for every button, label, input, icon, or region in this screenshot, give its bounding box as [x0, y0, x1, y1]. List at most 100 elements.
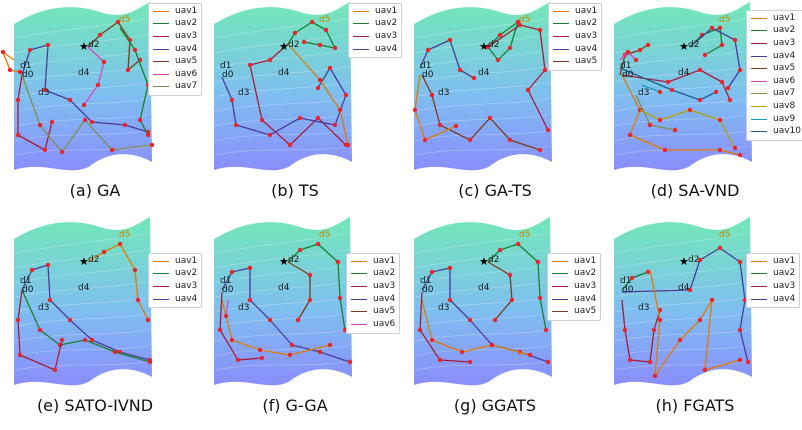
mesh-line [413, 113, 552, 127]
legend-label: uav1 [574, 255, 597, 266]
depot-label-d4: d4 [478, 283, 490, 293]
target-point [447, 297, 453, 303]
legend-swatch [751, 68, 767, 70]
target-point [497, 247, 503, 253]
target-point [267, 132, 273, 138]
target-point [112, 349, 118, 355]
depot-label-d1: d1 [620, 61, 631, 71]
target-point [737, 259, 743, 265]
legend-label: uav1 [773, 12, 796, 23]
target-point [301, 39, 307, 45]
target-point [132, 47, 138, 53]
target-point [17, 69, 23, 75]
target-point [657, 89, 663, 95]
target-point [633, 57, 639, 63]
target-point [229, 269, 235, 275]
legend-swatch [552, 311, 568, 313]
mesh-line [213, 344, 352, 357]
target-point [652, 373, 658, 379]
legend-swatch [553, 61, 569, 63]
target-point [717, 245, 723, 251]
target-point [677, 337, 683, 343]
depot-label-d2: d2 [488, 255, 499, 265]
legend-label: uav3 [773, 37, 796, 48]
legend-label: uav1 [575, 5, 598, 16]
mesh-line [613, 113, 752, 127]
chart-panel-g: d1 d0 d2 ★ d3 d4 d5 (g) GGATS [400, 215, 600, 430]
mesh-line [213, 97, 352, 112]
target-point [45, 42, 51, 48]
legend-swatch [553, 10, 569, 12]
target-point [223, 313, 229, 319]
target-point [459, 349, 465, 355]
legend-item-uav5: uav5 [351, 305, 395, 318]
target-point [267, 317, 273, 323]
target-point [672, 127, 678, 133]
terrain-surface [614, 2, 752, 171]
legend-panel-c: uav1 uav2 uav3 uav4 uav5 [548, 3, 603, 71]
mesh-line [213, 312, 352, 327]
target-point [637, 47, 643, 53]
target-point [42, 87, 48, 93]
target-point [287, 142, 293, 148]
target-point [267, 57, 273, 63]
target-point [235, 357, 241, 363]
legend-label: uav2 [773, 25, 796, 36]
terrain-surface [214, 217, 352, 386]
chart-panel-d: d1 d0 d2 ★ d3 d4 d5 (d) SA-VND [600, 0, 800, 215]
legend-panel-g: uav1 uav2 uav3 uav4 uav5 [547, 253, 602, 321]
legend-swatch [153, 35, 169, 37]
legend-item-uav2: uav2 [751, 25, 801, 38]
terrain-surface [614, 217, 752, 386]
depot-star-icon: ★ [479, 40, 489, 53]
panel-caption: (e) SATO-IVND [36, 396, 154, 415]
depot-label-d3: d3 [638, 88, 649, 98]
target-point [719, 79, 725, 85]
mesh-line [213, 280, 352, 298]
mesh-line [413, 296, 552, 313]
target-point [517, 22, 523, 28]
legend-swatch [351, 323, 367, 325]
target-point [81, 102, 87, 108]
target-point [657, 317, 663, 323]
legend-swatch [553, 35, 569, 37]
legend-swatch [353, 35, 369, 37]
depot-label-d4: d4 [678, 68, 690, 78]
target-point [247, 62, 253, 68]
target-point [27, 47, 33, 53]
mesh-line [213, 65, 352, 83]
target-point [247, 297, 253, 303]
legend-item-uav6: uav6 [153, 68, 197, 81]
target-point [233, 122, 239, 128]
depot-label-d3: d3 [438, 88, 449, 98]
target-point [697, 97, 703, 103]
target-point [489, 342, 495, 348]
depot-label-d2: d2 [688, 40, 699, 50]
target-point [662, 147, 668, 153]
depot-label-d1: d1 [620, 276, 631, 286]
target-point [737, 67, 743, 73]
mesh-line [413, 248, 552, 269]
mesh-line [213, 145, 352, 156]
depot-label-d4: d4 [78, 68, 90, 78]
legend-swatch [353, 48, 369, 50]
target-point [332, 45, 338, 51]
terrain-surface [14, 2, 152, 171]
legend-item-uav3: uav3 [351, 280, 395, 293]
mesh-line [13, 49, 152, 69]
depot-label-d1: d1 [220, 61, 231, 71]
target-point [217, 327, 223, 333]
target-point [95, 82, 101, 88]
target-point [542, 67, 548, 73]
mesh-line [413, 232, 552, 254]
route-uav2 [487, 21, 519, 61]
mesh-line [613, 65, 752, 83]
legend-swatch [153, 10, 169, 12]
depot-label-d4: d4 [678, 283, 690, 293]
target-point [37, 122, 43, 128]
target-point [627, 132, 633, 138]
mesh-line [413, 264, 552, 284]
legend-item-uav5: uav5 [751, 62, 801, 75]
target-point [287, 352, 293, 358]
legend-item-uav1: uav1 [153, 255, 197, 268]
